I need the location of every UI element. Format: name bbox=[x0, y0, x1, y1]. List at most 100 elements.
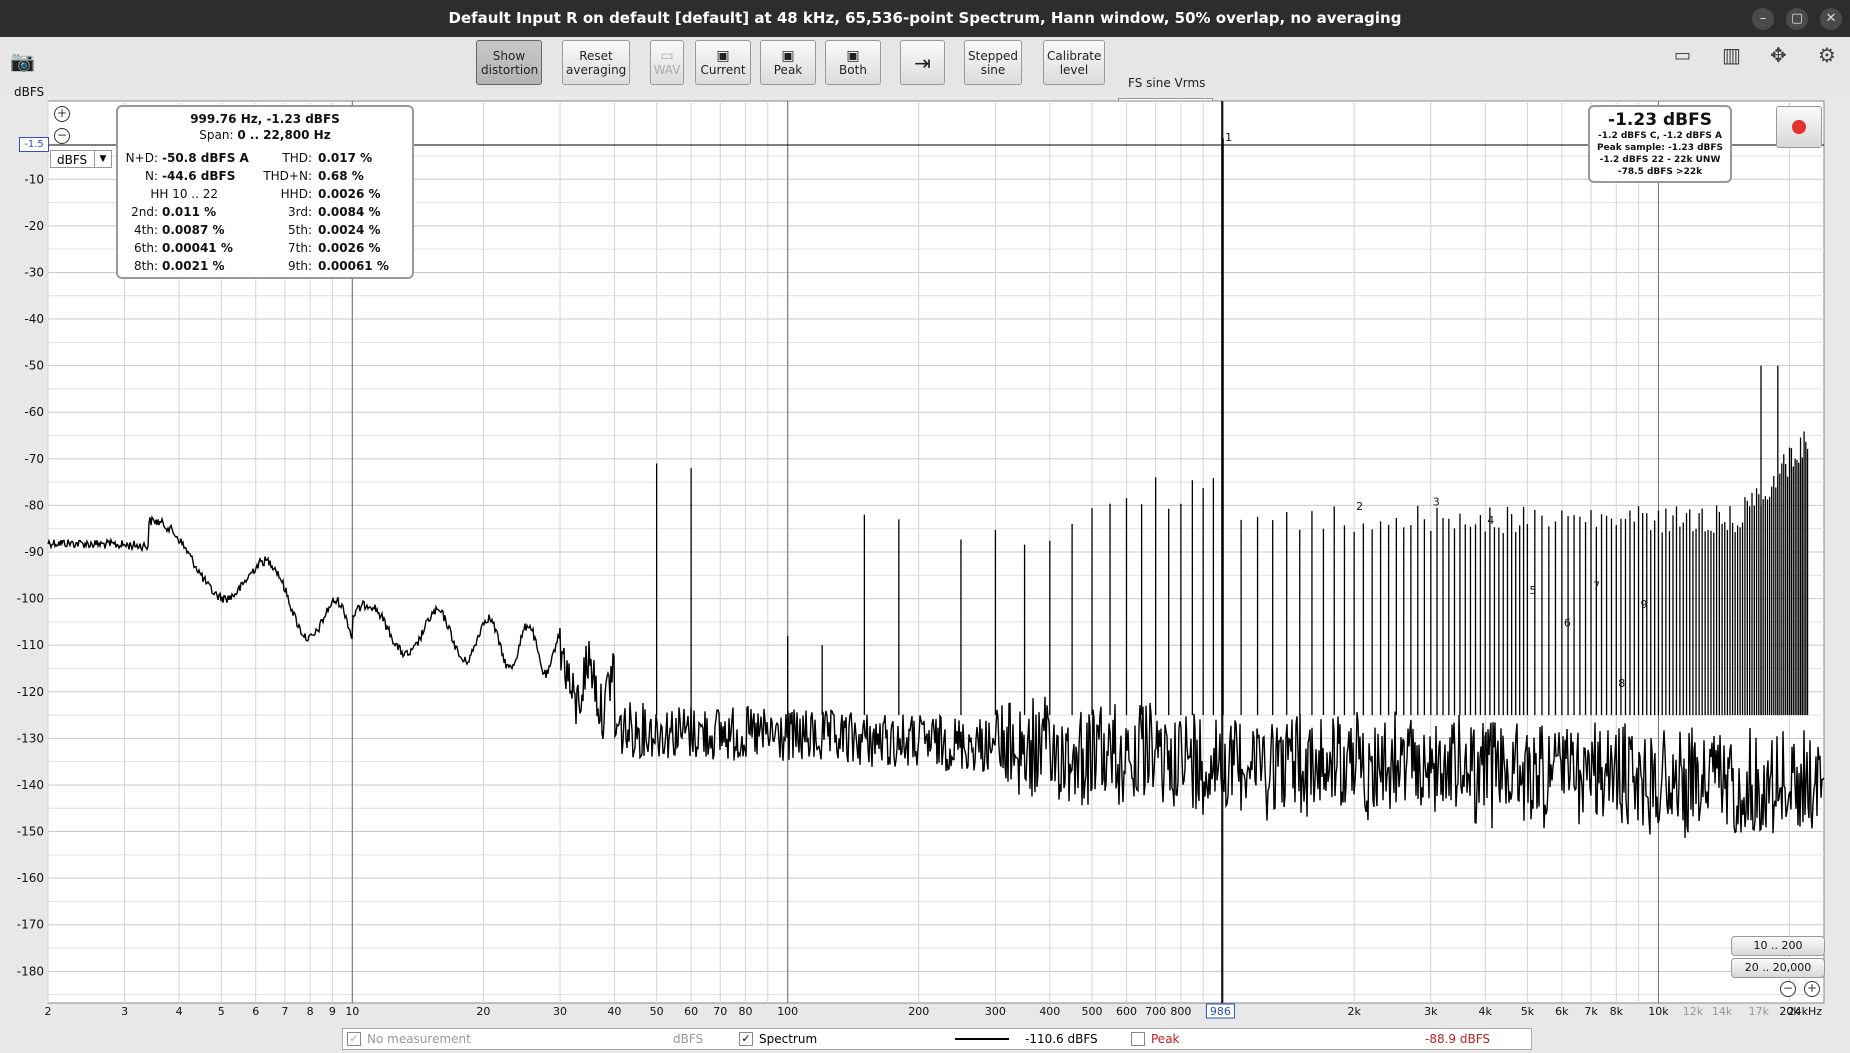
peak-checkbox[interactable] bbox=[1131, 1032, 1145, 1046]
readout-value: 0.00041 % bbox=[162, 241, 233, 255]
y-tick-label: -10 bbox=[24, 172, 44, 186]
folder-icon: ▭ bbox=[660, 47, 674, 64]
harmonic-label: 1 bbox=[1225, 131, 1232, 144]
no-measurement-unit: dBFS bbox=[673, 1032, 704, 1046]
x-tick-label: 4 bbox=[176, 1005, 183, 1018]
wav-button[interactable]: ▭ WAV bbox=[650, 40, 684, 85]
y-tick-label: -160 bbox=[17, 871, 44, 885]
level-line-3: -1.2 dBFS 22 - 22k UNW bbox=[1599, 155, 1721, 165]
level-line-4: -78.5 dBFS >22k bbox=[1617, 167, 1703, 177]
x-tick-label: 100 bbox=[777, 1005, 798, 1018]
y-tick-label: -130 bbox=[17, 731, 44, 745]
no-measurement-checkbox[interactable]: ✓ bbox=[347, 1032, 361, 1046]
x-tick-label: 24kHz bbox=[1788, 1005, 1823, 1018]
no-measurement-label: No measurement bbox=[367, 1032, 471, 1046]
readout-row: 8th: 0.0021 % 9th: 0.00061 % bbox=[118, 259, 412, 277]
x-tick-label: 8 bbox=[307, 1005, 314, 1018]
readout-label: 6th: bbox=[134, 241, 158, 255]
layout-icon[interactable]: ▭ bbox=[1674, 45, 1692, 66]
x-tick-label: 800 bbox=[1170, 1005, 1191, 1018]
peak-label: Peak bbox=[1151, 1032, 1180, 1046]
y-tick-label: -180 bbox=[17, 964, 44, 978]
readout-value: 0.0021 % bbox=[162, 259, 225, 273]
x-zoom-in-icon[interactable]: + bbox=[1804, 981, 1820, 997]
x-zoom-out-icon[interactable]: − bbox=[1780, 981, 1796, 997]
harmonic-label: 8 bbox=[1618, 677, 1625, 690]
x-cursor-box bbox=[1205, 1003, 1235, 1019]
spectrum-line-swatch bbox=[955, 1038, 1009, 1040]
gear-icon[interactable]: ⚙ bbox=[1818, 43, 1836, 67]
level-readout: -1.23 dBFS -1.2 dBFS C, -1.2 dBFS A Peak… bbox=[1588, 105, 1732, 183]
zoom-10-200-button[interactable]: 10 .. 200 bbox=[1731, 936, 1825, 956]
calibrate-level-button[interactable]: Calibrate level bbox=[1043, 40, 1105, 85]
expand-icon[interactable]: ✥ bbox=[1770, 43, 1787, 67]
camera-icon[interactable]: 📷 bbox=[10, 49, 35, 73]
x-tick-label: 60 bbox=[684, 1005, 698, 1018]
x-tick-label: 2k bbox=[1347, 1005, 1361, 1018]
save-current-button[interactable]: ▣ Current bbox=[695, 40, 751, 85]
readout-label: N: bbox=[144, 169, 158, 183]
level-line-1: -1.2 dBFS C, -1.2 dBFS A bbox=[1598, 131, 1722, 141]
readout-value: 0.00061 % bbox=[318, 259, 389, 273]
x-tick-label: 12k bbox=[1683, 1005, 1704, 1018]
y-axis-unit: dBFS bbox=[14, 85, 45, 99]
spectrum-value: -110.6 dBFS bbox=[1025, 1032, 1098, 1046]
minimize-button[interactable]: – bbox=[1752, 8, 1774, 30]
import-button[interactable]: ⇥ bbox=[900, 40, 945, 85]
readout-label: 3rd: bbox=[287, 205, 312, 219]
level-main: -1.23 dBFS bbox=[1608, 110, 1712, 130]
current-label: Current bbox=[700, 62, 746, 77]
zoom-in-icon[interactable]: + bbox=[54, 106, 70, 122]
x-tick-label: 20k bbox=[1779, 1005, 1800, 1018]
save-icon: ▣ bbox=[716, 47, 730, 64]
columns-icon[interactable]: ▥ bbox=[1722, 43, 1741, 67]
record-button[interactable] bbox=[1776, 106, 1822, 148]
y-tick-label: -170 bbox=[17, 918, 44, 932]
readout-label: HHD: bbox=[280, 187, 312, 201]
y-tick-label: -90 bbox=[24, 545, 44, 559]
save-peak-button[interactable]: ▣ Peak bbox=[760, 40, 816, 85]
reset-averaging-button[interactable]: Reset averaging bbox=[562, 40, 630, 85]
x-tick-label: 8k bbox=[1610, 1005, 1624, 1018]
chevron-down-icon: ▼ bbox=[94, 151, 111, 167]
both-label: Both bbox=[839, 62, 867, 77]
calibrate-level-label: Calibrate level bbox=[1047, 48, 1102, 77]
readout-value: 0.0024 % bbox=[318, 223, 381, 237]
zoom-out-icon[interactable]: − bbox=[54, 128, 70, 144]
x-tick-label: 20 bbox=[476, 1005, 490, 1018]
spectrum-checkbox[interactable]: ✓ bbox=[739, 1032, 753, 1046]
y-tick-label: -150 bbox=[17, 825, 44, 839]
harmonic-label: 3 bbox=[1433, 495, 1440, 508]
readout-row: N: -44.6 dBFS THD+N: 0.68 % bbox=[118, 169, 412, 187]
x-tick-label: 2 bbox=[45, 1005, 52, 1018]
harmonic-label: 9 bbox=[1641, 598, 1648, 611]
y-tick-label: -50 bbox=[24, 359, 44, 373]
span-label: Span: bbox=[199, 128, 234, 142]
x-axis-labels: 2 3 4 5 6 7 8 9 10 20 30 40 50 60 70 80 100 200 300 400 500 6… bbox=[45, 1003, 1823, 1019]
save-both-button[interactable]: ▣ Both bbox=[825, 40, 881, 85]
x-tick-label: 3k bbox=[1424, 1005, 1438, 1018]
y-tick-label: -20 bbox=[24, 219, 44, 233]
level-line-2: Peak sample: -1.23 dBFS bbox=[1596, 143, 1724, 153]
harmonic-label: 5 bbox=[1529, 584, 1536, 597]
show-distortion-button[interactable]: Show distortion bbox=[476, 40, 542, 85]
readout-label: HH 10 .. 22 bbox=[150, 187, 218, 201]
stepped-sine-button[interactable]: Stepped sine bbox=[964, 40, 1022, 85]
zoom-20-20000-button[interactable]: 20 .. 20,000 bbox=[1731, 958, 1825, 978]
record-icon bbox=[1792, 120, 1806, 134]
fs-sine-label: FS sine Vrms bbox=[1128, 76, 1206, 90]
readout-label: THD: bbox=[282, 151, 312, 165]
x-tick-label: 3 bbox=[121, 1005, 128, 1018]
x-tick-label: 80 bbox=[739, 1005, 753, 1018]
spectrum-spikes bbox=[655, 138, 1809, 716]
readout-value: -44.6 dBFS bbox=[162, 169, 236, 183]
x-tick-label: 5k bbox=[1521, 1005, 1535, 1018]
y-axis-labels: -10 -20 -30 -40 -50 -60 -70 -80 -90 -100 -110 -120 -… bbox=[17, 172, 44, 978]
y-tick-label: -110 bbox=[17, 638, 44, 652]
y-tick-label: -100 bbox=[17, 592, 44, 606]
readout-label: 5th: bbox=[288, 223, 312, 237]
close-button[interactable]: ✕ bbox=[1820, 8, 1842, 30]
maximize-button[interactable]: ▢ bbox=[1786, 8, 1808, 30]
stepped-sine-label: Stepped sine bbox=[968, 48, 1018, 77]
unit-select[interactable]: dBFS ▼ bbox=[50, 150, 112, 168]
